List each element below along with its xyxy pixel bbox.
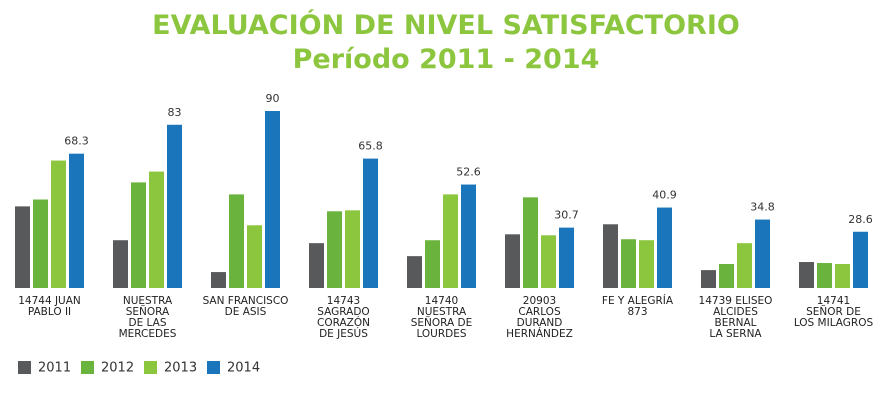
- value-label: 52.6: [456, 166, 481, 179]
- value-label: 83: [168, 106, 182, 119]
- legend-swatch: [18, 361, 31, 374]
- legend-label: 2011: [38, 361, 71, 376]
- x-tick-label: 14743 SAGRADO CORAZÓN DE JESÚS: [317, 295, 370, 340]
- bar: [363, 158, 378, 288]
- bar: [407, 256, 422, 288]
- value-label: 34.8: [750, 201, 775, 214]
- bar: [737, 243, 752, 288]
- value-label: 90: [266, 92, 280, 105]
- bar: [799, 262, 814, 288]
- legend-swatch: [207, 361, 220, 374]
- bar: [247, 225, 262, 288]
- bar: [167, 124, 182, 289]
- value-label: 40.9: [652, 189, 677, 202]
- bar: [131, 182, 146, 288]
- bar: [33, 199, 48, 288]
- value-label: 65.8: [358, 140, 383, 153]
- value-label: 30.7: [554, 209, 579, 222]
- bar: [639, 240, 654, 288]
- x-tick-label: NUESTRA SEÑORA DE LAS MERCEDES: [118, 295, 177, 340]
- bar: [657, 207, 672, 288]
- bar: [461, 184, 476, 288]
- bar: [69, 153, 84, 288]
- bar: [541, 235, 556, 288]
- legend-swatch: [81, 361, 94, 374]
- value-label: 28.6: [848, 213, 873, 226]
- bar: [229, 194, 244, 288]
- bar: [755, 219, 770, 288]
- legend-swatch: [144, 361, 157, 374]
- bar: [327, 211, 342, 288]
- x-tick-label: 14739 ELISEO ALCIDES BERNAL LA SERNA: [698, 295, 773, 340]
- x-tick-label: 14741 SEÑOR DE LOS MILAGROS: [793, 295, 874, 329]
- bar: [621, 239, 636, 288]
- bar: [345, 210, 360, 288]
- value-label: 68.3: [64, 135, 89, 148]
- bar: [853, 231, 868, 288]
- bar: [443, 194, 458, 288]
- bar: [523, 197, 538, 288]
- bar: [835, 264, 850, 288]
- bar: [113, 240, 128, 288]
- bar: [505, 234, 520, 288]
- x-tick-label: 20903 CARLOS DURAND HERNÁNDEZ: [506, 295, 573, 340]
- bar: [265, 111, 280, 288]
- bar: [149, 171, 164, 288]
- chart-title: EVALUACIÓN DE NIVEL SATISFACTORIO: [152, 10, 740, 41]
- bar: [309, 243, 324, 288]
- chart-subtitle: Período 2011 - 2014: [292, 44, 600, 75]
- x-tick-label: 14744 JUAN PABLO II: [18, 295, 81, 318]
- x-tick-label: 14740 NUESTRA SEÑORA DE LOURDES: [410, 295, 473, 340]
- bar: [817, 263, 832, 288]
- bar: [211, 272, 226, 288]
- legend-label: 2014: [227, 361, 260, 376]
- legend-label: 2012: [101, 361, 134, 376]
- x-tick-label: FE Y ALEGRÍA 873: [601, 295, 674, 318]
- bar: [559, 227, 574, 288]
- bar: [51, 160, 66, 288]
- bar: [701, 270, 716, 288]
- bar: [15, 206, 30, 288]
- legend-label: 2013: [164, 361, 197, 376]
- bar: [425, 240, 440, 288]
- x-tick-label: SAN FRANCISCO DE ASIS: [202, 295, 289, 318]
- bar: [719, 264, 734, 288]
- bar: [603, 224, 618, 288]
